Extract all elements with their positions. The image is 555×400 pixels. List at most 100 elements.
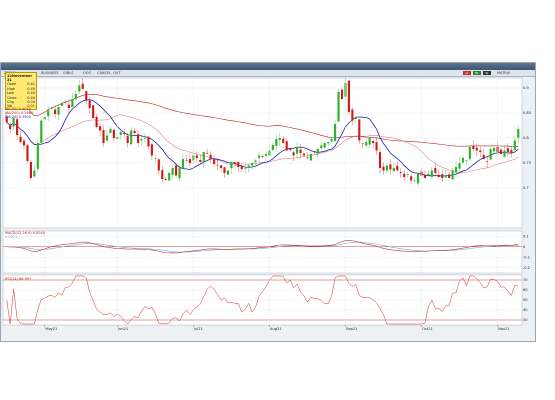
y-tick-label: 0.8 bbox=[523, 136, 529, 140]
candle-body bbox=[209, 154, 212, 159]
green-button[interactable]: BL bbox=[473, 71, 481, 75]
candle-body bbox=[133, 130, 136, 133]
candle-body bbox=[275, 139, 278, 146]
candle-body bbox=[289, 148, 292, 150]
infobox-row: Chg 0.04 bbox=[7, 99, 35, 104]
candle-body bbox=[475, 147, 478, 151]
candle-body bbox=[12, 118, 15, 127]
candle-body bbox=[178, 167, 181, 179]
candle-body bbox=[306, 157, 309, 159]
y-tick-label: 0.75 bbox=[523, 161, 531, 165]
y-tick-label: 60 bbox=[523, 288, 528, 292]
infobox-row: Close 0.44 bbox=[7, 95, 35, 100]
candle-body bbox=[130, 130, 133, 145]
candle-body bbox=[26, 145, 29, 161]
y-tick-label: 0.1 bbox=[523, 234, 529, 238]
candle-body bbox=[154, 158, 157, 159]
candle-body bbox=[168, 173, 171, 181]
window-titlebar bbox=[1, 63, 535, 70]
candle-body bbox=[85, 91, 88, 101]
candle-body bbox=[347, 80, 350, 112]
candle-body bbox=[16, 119, 19, 135]
macd-plot-area bbox=[2, 230, 523, 274]
candle-body bbox=[223, 167, 226, 173]
candle-body bbox=[403, 173, 406, 177]
macd-legend: MACD(12,26,9) 0.0040 0.0021 bbox=[5, 231, 45, 239]
rsi-line bbox=[6, 275, 519, 325]
candle-body bbox=[444, 175, 447, 178]
candle-body bbox=[392, 168, 395, 172]
macd-panel: -0.2 -0.1 0 0.1 bbox=[2, 230, 530, 274]
candle-body bbox=[195, 155, 198, 158]
candle-body bbox=[448, 174, 451, 178]
candle-body bbox=[88, 100, 91, 108]
candle-body bbox=[389, 164, 392, 170]
y-tick-label: 0.7 bbox=[523, 186, 529, 190]
macd-line bbox=[6, 240, 519, 254]
candle-body bbox=[219, 165, 223, 168]
infobox-row: High 0.45 bbox=[7, 86, 35, 91]
tab-girls[interactable]: GIRLS bbox=[63, 71, 74, 75]
candle-body bbox=[188, 159, 191, 163]
candle-body bbox=[479, 150, 482, 152]
red-button[interactable]: AL bbox=[463, 71, 471, 75]
option-cancel[interactable]: CANCEL bbox=[97, 71, 112, 75]
candle-body bbox=[199, 160, 202, 162]
chart-canvas: 0.7 0.75 0.8 0.85 0.9 -0.2 -0.1 0 0.1 30 40 50 60 7… bbox=[2, 77, 531, 331]
candle-body bbox=[451, 170, 454, 180]
candle-body bbox=[164, 178, 167, 180]
candle-body bbox=[316, 149, 319, 154]
candle-body bbox=[437, 174, 440, 177]
candle-body bbox=[240, 166, 243, 169]
y-tick-label: 0 bbox=[523, 245, 526, 249]
candle-body bbox=[434, 168, 437, 173]
candle-body bbox=[50, 108, 53, 109]
infobox-row: Open 0.41 bbox=[7, 82, 35, 87]
candle-body bbox=[517, 129, 520, 138]
x-tick-label: Sep21 bbox=[346, 327, 357, 331]
candle-body bbox=[503, 150, 506, 157]
candle-body bbox=[74, 94, 77, 100]
candle-body bbox=[406, 174, 409, 175]
option-ooo[interactable]: OOO bbox=[83, 71, 92, 75]
candle-body bbox=[416, 174, 420, 184]
candle-body bbox=[247, 165, 250, 168]
candle-body bbox=[233, 162, 236, 164]
candle-body bbox=[112, 129, 115, 138]
candle-body bbox=[202, 152, 205, 163]
candle-body bbox=[295, 147, 299, 154]
candle-body bbox=[92, 105, 95, 118]
candle-body bbox=[140, 139, 143, 141]
x-tick-label: Jul21 bbox=[193, 327, 203, 331]
candle-body bbox=[489, 149, 492, 160]
candle-body bbox=[430, 170, 433, 177]
dark-button[interactable]: SL bbox=[483, 71, 491, 75]
candle-body bbox=[47, 110, 50, 117]
candle-body bbox=[372, 140, 375, 143]
ma50-line bbox=[6, 114, 519, 174]
candle-body bbox=[95, 116, 98, 127]
candle-body bbox=[299, 149, 302, 153]
candle-body bbox=[67, 104, 71, 108]
candle-body bbox=[126, 136, 129, 143]
candle-body bbox=[337, 92, 340, 122]
candle-body bbox=[351, 109, 354, 121]
candle-body bbox=[441, 174, 444, 178]
candle-body bbox=[330, 139, 333, 142]
y-tick-label: 40 bbox=[523, 308, 528, 312]
candle-body bbox=[64, 101, 67, 103]
candle-body bbox=[109, 129, 112, 134]
price-plot-area bbox=[2, 77, 523, 229]
ma-legend: MA(50) 0.4015 MA(200) 0.3980 MA(20) 0.39… bbox=[5, 107, 34, 119]
candle-body bbox=[22, 140, 26, 146]
candle-body bbox=[19, 136, 22, 142]
x-tick-label: May21 bbox=[45, 327, 57, 331]
candle-body bbox=[71, 99, 74, 107]
tab-business[interactable]: BUSINESS bbox=[41, 71, 59, 75]
candle-body bbox=[510, 149, 513, 153]
candle-body bbox=[237, 161, 240, 167]
candle-body bbox=[102, 130, 105, 143]
option-out[interactable]: OUT bbox=[113, 71, 121, 75]
candle-body bbox=[309, 154, 312, 161]
candle-body bbox=[261, 156, 264, 157]
